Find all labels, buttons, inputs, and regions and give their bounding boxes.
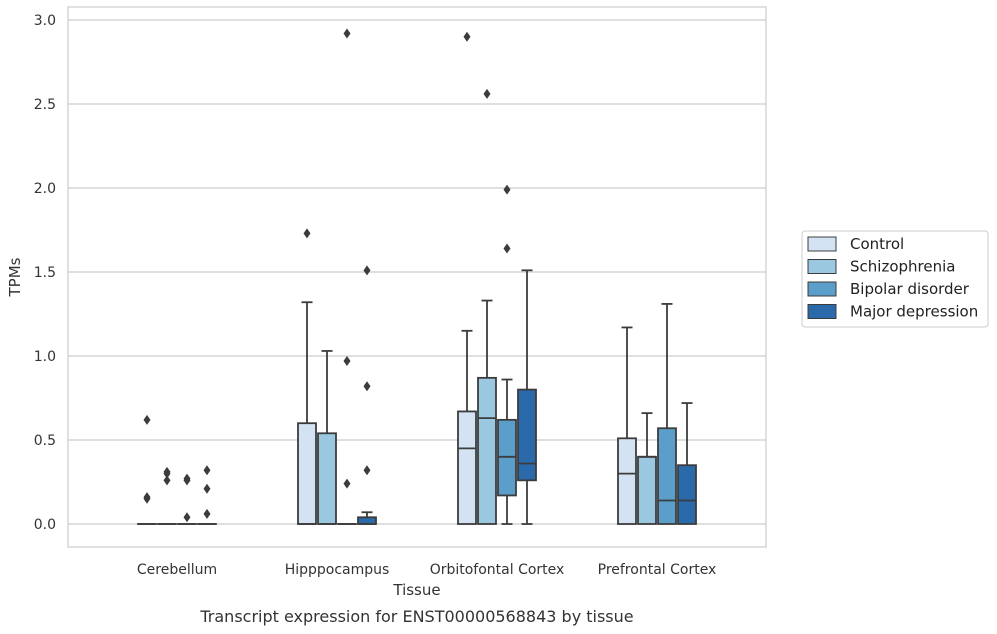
box-major-depression bbox=[677, 402, 697, 525]
outlier-point bbox=[163, 468, 171, 479]
box-iqr bbox=[637, 455, 657, 525]
legend-label: Major depression bbox=[850, 303, 978, 321]
box-control bbox=[457, 31, 477, 525]
legend-swatch bbox=[807, 236, 837, 252]
box-bipolar-disorder bbox=[497, 184, 517, 525]
box-bipolar-disorder bbox=[337, 28, 357, 525]
y-tick-label: 1.0 bbox=[34, 349, 56, 365]
outlier-point bbox=[503, 184, 511, 195]
plot-frame bbox=[67, 6, 767, 548]
outlier-point bbox=[203, 508, 211, 519]
outlier-point bbox=[143, 493, 151, 504]
box-iqr bbox=[677, 464, 697, 525]
legend: Control Schizophrenia Bipolar disorder Majo… bbox=[801, 230, 989, 328]
box-iqr bbox=[517, 388, 537, 482]
outlier-point bbox=[343, 478, 351, 489]
box-iqr bbox=[477, 376, 497, 525]
x-tick-label: Cerebellum bbox=[137, 562, 217, 578]
outlier-point bbox=[183, 512, 191, 523]
y-tick-label: 1.5 bbox=[34, 265, 56, 281]
box-iqr bbox=[317, 432, 337, 525]
legend-frame bbox=[801, 230, 989, 328]
box-layer bbox=[137, 28, 697, 525]
legend-swatch bbox=[807, 304, 837, 319]
legend-label: Bipolar disorder bbox=[850, 280, 970, 298]
y-tick-label: 2.0 bbox=[34, 181, 56, 197]
outlier-point bbox=[343, 28, 351, 39]
y-tick-label: 0.0 bbox=[34, 517, 56, 533]
box-bipolar-disorder bbox=[177, 473, 197, 525]
outlier-point bbox=[203, 483, 211, 494]
y-axis-title: TPMs bbox=[6, 257, 24, 297]
outlier-point bbox=[483, 88, 491, 99]
legend-swatch bbox=[807, 281, 837, 297]
box-iqr bbox=[457, 410, 477, 525]
grid-layer bbox=[68, 19, 766, 525]
box-control bbox=[617, 326, 637, 525]
box-major-depression bbox=[517, 269, 537, 525]
outlier-point bbox=[163, 475, 171, 486]
box-iqr bbox=[357, 516, 377, 525]
box-schizophrenia bbox=[477, 88, 497, 525]
legend-label: Schizophrenia bbox=[850, 258, 955, 276]
box-schizophrenia bbox=[157, 466, 177, 525]
outlier-point bbox=[363, 381, 371, 392]
x-axis-title: Tissue bbox=[392, 581, 440, 599]
outlier-point bbox=[343, 356, 351, 367]
y-tick-label: 3.0 bbox=[34, 13, 56, 29]
outlier-point bbox=[203, 465, 211, 476]
box-iqr bbox=[297, 422, 317, 525]
outlier-point bbox=[183, 475, 191, 486]
legend-label: Control bbox=[850, 235, 904, 253]
box-schizophrenia bbox=[637, 412, 657, 525]
x-axis-ticks: Cerebellum Hipppocampus Orbitofontal Corte… bbox=[137, 562, 716, 578]
x-tick-label: Prefrontal Cortex bbox=[598, 562, 717, 578]
legend-swatch bbox=[807, 259, 837, 274]
box-iqr bbox=[617, 437, 637, 525]
box-bipolar-disorder bbox=[657, 303, 677, 525]
x-tick-label: Orbitofontal Cortex bbox=[430, 562, 565, 578]
legend-items: Control Schizophrenia Bipolar disorder Majo… bbox=[807, 235, 978, 321]
outlier-point bbox=[303, 228, 311, 239]
box-schizophrenia bbox=[317, 350, 337, 525]
outlier-point bbox=[143, 414, 151, 425]
box-major-depression bbox=[197, 465, 217, 525]
y-tick-label: 0.5 bbox=[34, 433, 56, 449]
x-tick-label: Hipppocampus bbox=[285, 562, 390, 578]
outlier-point bbox=[503, 243, 511, 254]
box-major-depression bbox=[357, 265, 377, 525]
box-control bbox=[297, 228, 317, 525]
outlier-point bbox=[363, 465, 371, 476]
box-control bbox=[137, 414, 157, 525]
outlier-point bbox=[363, 265, 371, 276]
outlier-point bbox=[463, 31, 471, 42]
y-tick-label: 2.5 bbox=[34, 97, 56, 113]
chart-caption: Transcript expression for ENST0000056884… bbox=[199, 607, 633, 626]
box-iqr bbox=[657, 427, 677, 525]
y-axis-ticks: 0.0 0.5 1.0 1.5 2.0 2.5 3.0 bbox=[34, 13, 56, 533]
